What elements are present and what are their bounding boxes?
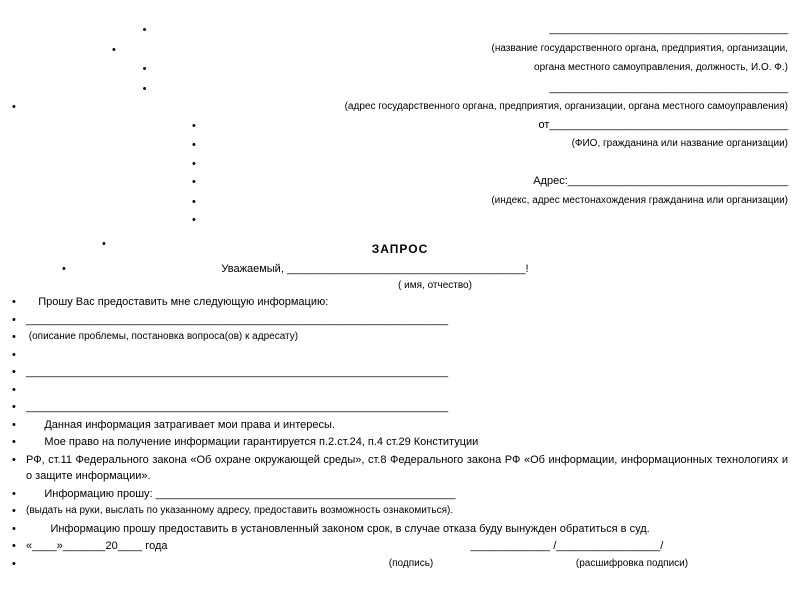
- body-deadline-text: Информацию прошу предоставить в установл…: [50, 523, 649, 535]
- body-constitution-text: Мое право на получение информации гарант…: [44, 436, 478, 448]
- body-blank-3: ________________________________________…: [26, 401, 448, 413]
- greeting-suffix: !: [526, 263, 529, 275]
- signature-hint-1: (подпись): [389, 558, 433, 569]
- date-line: «____»_______20____ года: [26, 540, 167, 552]
- body-delivery-prefix: Информацию прошу:: [44, 488, 155, 500]
- bullet-icon: •: [143, 61, 151, 78]
- bullet-icon: •: [12, 382, 20, 399]
- signature-blank-2: _________________: [556, 540, 660, 552]
- recipient-hint-1: (название государственного органа, предп…: [492, 43, 789, 54]
- header-block: • ______________________________________…: [12, 21, 788, 229]
- bullet-icon: •: [12, 364, 20, 381]
- bullet-icon: •: [102, 236, 110, 253]
- bullet-icon: •: [12, 452, 20, 469]
- greeting-prefix: Уважаемый,: [221, 263, 287, 275]
- address-blank: _______________________________________: [549, 82, 788, 94]
- bullet-icon: •: [192, 212, 200, 229]
- sender-address-line: Адрес:__________________________________…: [533, 175, 788, 187]
- body-delivery-blank: ________________________________________…: [156, 488, 456, 500]
- bullet-icon: •: [192, 174, 200, 191]
- from-hint: (ФИО, гражданина или название организаци…: [572, 138, 788, 149]
- bullet-icon: •: [62, 261, 70, 278]
- bullet-icon: •: [12, 312, 20, 329]
- signature-hint-2: (расшифровка подписи): [576, 558, 688, 569]
- bullet-icon: •: [143, 81, 151, 98]
- bullet-icon: •: [12, 347, 20, 364]
- bullet-icon: •: [12, 503, 20, 520]
- signature-blank-1: _____________: [471, 540, 551, 552]
- from-line: от______________________________________…: [538, 119, 788, 131]
- signature-suffix: /: [660, 540, 663, 552]
- sender-address-hint: (индекс, адрес местонахождения гражданин…: [491, 195, 788, 206]
- bullet-icon: •: [12, 399, 20, 416]
- bullet-icon: •: [143, 22, 151, 39]
- bullet-icon: •: [12, 434, 20, 451]
- body-line-request: Прошу Вас предоставить мне следующую инф…: [38, 296, 328, 308]
- bullet-icon: •: [12, 99, 20, 116]
- greeting-hint: ( имя, отчество): [398, 280, 472, 291]
- bullet-icon: •: [12, 294, 20, 311]
- greeting-blank: _______________________________________: [287, 263, 526, 275]
- body-blank-1: ________________________________________…: [26, 314, 448, 326]
- document-title: ЗАПРОС: [112, 240, 688, 258]
- body-delivery-hint: (выдать на руки, выслать по указанному а…: [26, 505, 453, 516]
- bullet-icon: •: [12, 521, 20, 538]
- recipient-hint-1b: органа местного самоуправления, должност…: [534, 62, 788, 73]
- bullet-icon: •: [192, 156, 200, 173]
- address-hint: (адрес государственного органа, предприя…: [345, 101, 788, 112]
- body-blank-2: ________________________________________…: [26, 366, 448, 378]
- bullet-icon: •: [192, 194, 200, 211]
- bullet-icon: •: [12, 556, 20, 573]
- bullet-icon: •: [192, 118, 200, 135]
- recipient-blank: _______________________________________: [549, 23, 788, 35]
- body-problem-hint: (описание проблемы, постановка вопроса(о…: [29, 331, 298, 342]
- bullet-icon: •: [12, 486, 20, 503]
- body-laws-text: РФ, ст.11 Федерального закона «Об охране…: [26, 454, 788, 483]
- bullet-icon: •: [192, 137, 200, 154]
- bullet-icon: •: [112, 42, 120, 59]
- bullet-icon: •: [12, 329, 20, 346]
- bullet-icon: •: [12, 538, 20, 555]
- bullet-icon: •: [12, 417, 20, 434]
- body-rights-text: Данная информация затрагивает мои права …: [44, 419, 335, 431]
